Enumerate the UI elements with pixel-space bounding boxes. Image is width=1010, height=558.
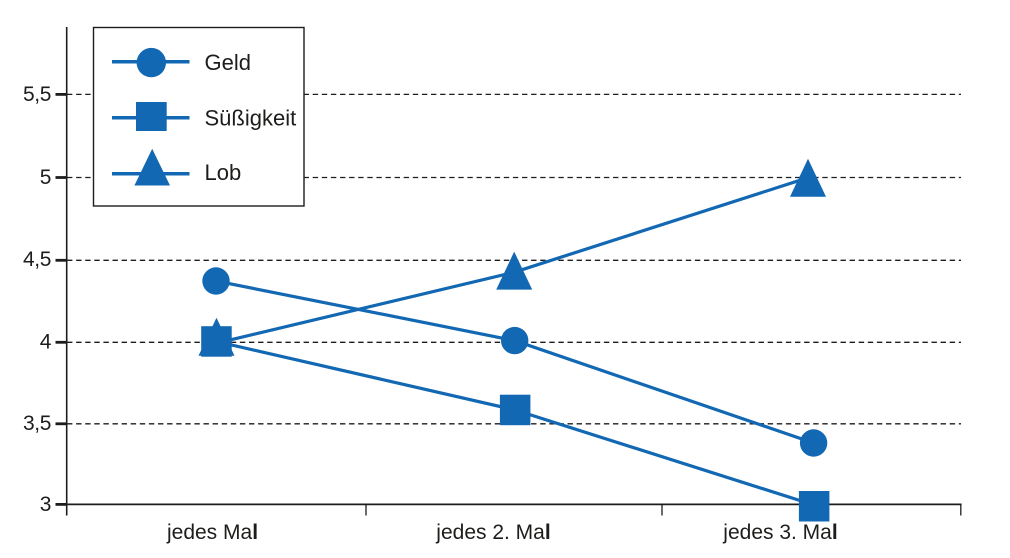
svg-text:jedes Mal: jedes Mal bbox=[166, 521, 258, 544]
svg-text:5: 5 bbox=[40, 166, 51, 189]
svg-text:4: 4 bbox=[40, 331, 52, 354]
svg-text:4,5: 4,5 bbox=[23, 248, 51, 271]
svg-text:Lob: Lob bbox=[205, 160, 242, 185]
svg-text:jedes 3. Mal: jedes 3. Mal bbox=[722, 521, 837, 544]
svg-text:jedes 2. Mal: jedes 2. Mal bbox=[435, 521, 550, 544]
svg-text:3,5: 3,5 bbox=[23, 412, 51, 435]
svg-text:5,5: 5,5 bbox=[23, 83, 51, 106]
svg-text:Geld: Geld bbox=[205, 50, 251, 75]
svg-text:Süßigkeit: Süßigkeit bbox=[205, 105, 297, 130]
svg-text:3: 3 bbox=[40, 493, 51, 516]
